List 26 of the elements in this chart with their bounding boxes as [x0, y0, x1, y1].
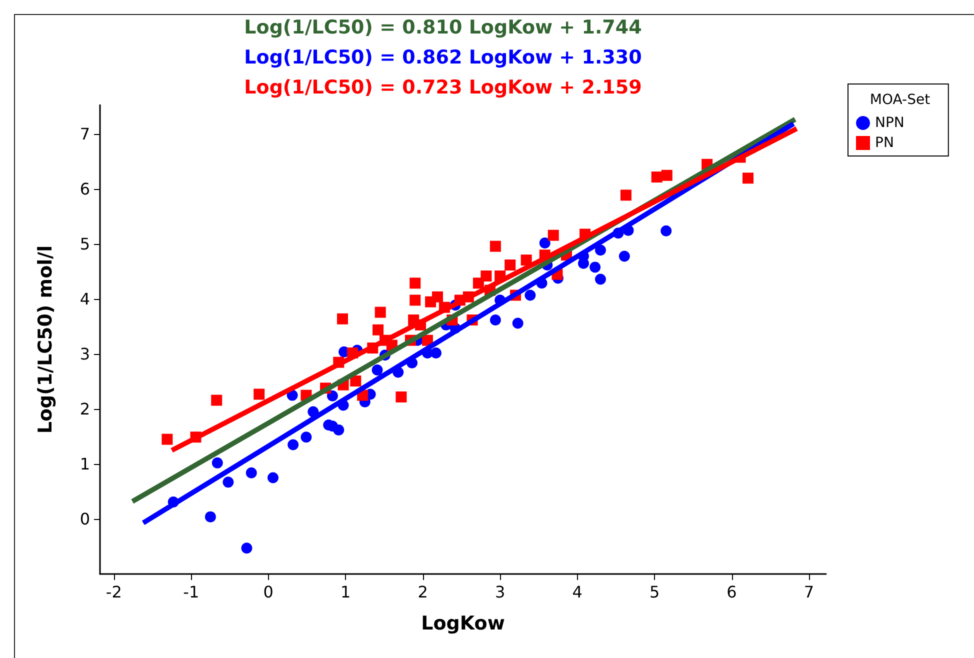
y-tick-label: 3 — [80, 344, 90, 364]
text: Log(1/LC50) = 0.723 LogKow + 2.159 — [244, 76, 642, 98]
y-tick-label: 7 — [80, 124, 90, 144]
legend-label: NPN — [875, 115, 904, 131]
chart-title: Log(1/LC50) = 0.810 LogKow + 1.744 — [244, 16, 642, 38]
x-tick-label: 0 — [263, 582, 274, 602]
x-axis-title: LogKow — [421, 612, 505, 634]
x-tick-label: 2 — [418, 582, 428, 602]
x-tick-label: 5 — [649, 582, 660, 602]
y-tick-label: 6 — [80, 180, 90, 199]
y-tick-label: 1 — [80, 454, 90, 474]
y-tick-label: 5 — [80, 234, 90, 254]
x-tick-label: 4 — [572, 582, 582, 602]
x-tick-label: -1 — [183, 582, 200, 602]
x-tick-label: 6 — [726, 582, 737, 602]
y-axis-title: Log(1/LC50) mol/l — [34, 245, 56, 434]
legend-title: MOA-Set — [870, 92, 931, 108]
chart-subtitle: Log(1/LC50) = 0.862 LogKow + 1.330 — [244, 46, 642, 68]
x-tick-label: 1 — [340, 582, 351, 602]
x-tick-label: 7 — [804, 582, 814, 602]
x-tick-label: 3 — [494, 582, 506, 602]
x-tick-label: -2 — [106, 582, 122, 602]
y-tick-label: 2 — [80, 400, 90, 419]
y-tick-label: 0 — [80, 510, 90, 529]
legend-label: PN — [875, 135, 894, 151]
y-tick-label: 4 — [80, 290, 90, 309]
